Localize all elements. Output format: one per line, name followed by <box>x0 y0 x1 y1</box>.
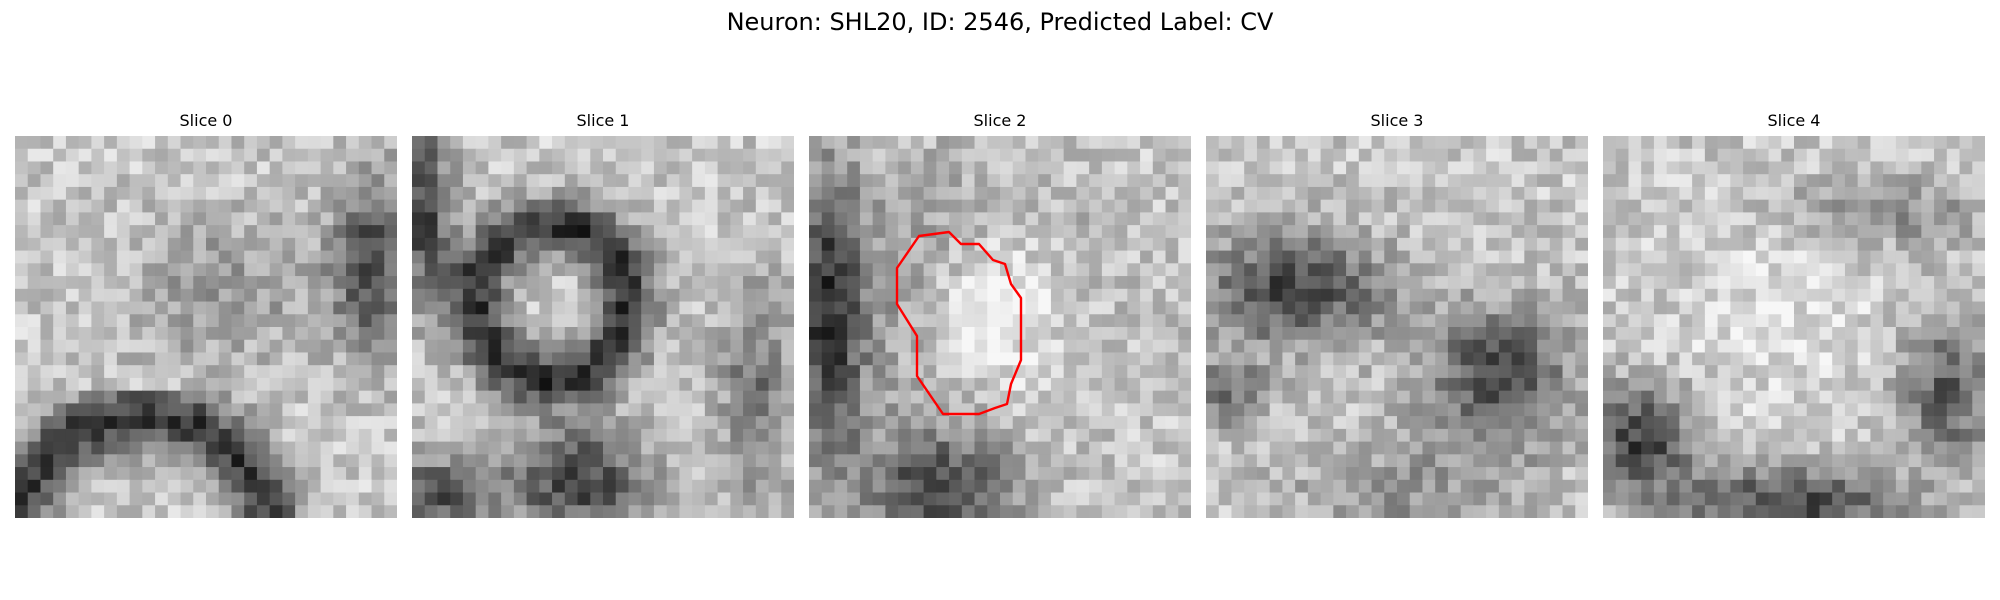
slice-panel-3: Slice 3 <box>1206 108 1588 518</box>
slice-image-1 <box>412 136 794 518</box>
slice-panel-0: Slice 0 <box>15 108 397 518</box>
slice-title-1: Slice 1 <box>576 111 630 130</box>
slice-image-4 <box>1603 136 1985 518</box>
figure-title: Neuron: SHL20, ID: 2546, Predicted Label… <box>726 8 1274 36</box>
slice-panel-1: Slice 1 <box>412 108 794 518</box>
slice-title-4: Slice 4 <box>1767 111 1821 130</box>
slice-title-3: Slice 3 <box>1370 111 1424 130</box>
slice-panel-4: Slice 4 <box>1603 108 1985 518</box>
segmentation-contour <box>895 230 1023 416</box>
slice-panel-2: Slice 2 <box>809 108 1191 518</box>
slice-title-2: Slice 2 <box>973 111 1027 130</box>
slice-image-3 <box>1206 136 1588 518</box>
slice-title-0: Slice 0 <box>179 111 233 130</box>
slice-image-0 <box>15 136 397 518</box>
slice-image-2 <box>809 136 1191 518</box>
